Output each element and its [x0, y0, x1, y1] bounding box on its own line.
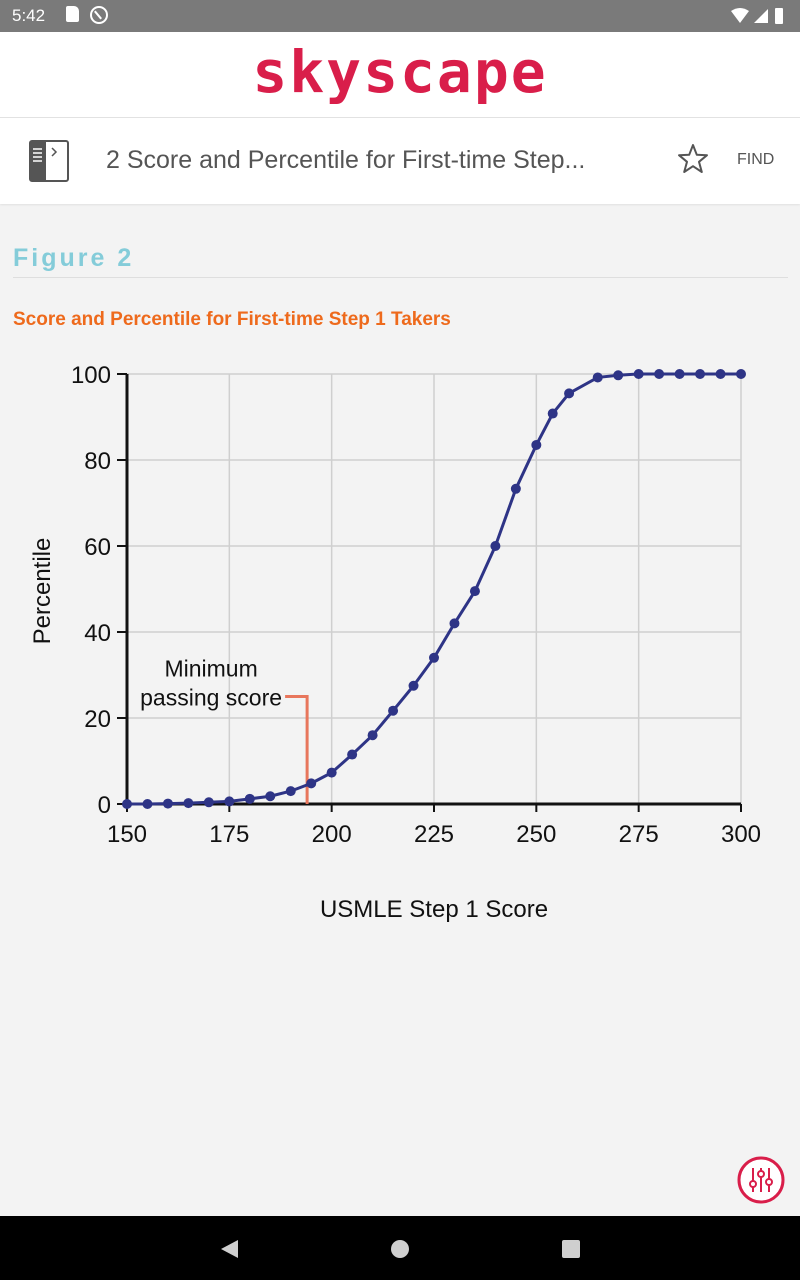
x-tick-label: 275 [619, 821, 659, 848]
chart-ticks: 150 175 200 225 250 275 300 0 20 40 60 80 100 [71, 362, 761, 848]
data-point [203, 797, 214, 808]
toc-button[interactable] [22, 138, 72, 184]
data-point [183, 798, 194, 809]
data-point [224, 796, 235, 807]
status-time: 5:42 [12, 6, 46, 25]
recents-icon [562, 1240, 580, 1258]
data-point [449, 618, 460, 629]
x-tick-label: 150 [107, 821, 147, 848]
data-point [547, 408, 558, 419]
data-point [326, 767, 337, 778]
y-tick-label: 100 [71, 362, 111, 389]
chart-annotation: Minimum passing score [140, 656, 309, 804]
figure-caption: Score and Percentile for First-time Step… [13, 309, 451, 330]
settings-fab-button[interactable] [736, 1155, 786, 1205]
data-point [490, 541, 501, 551]
figure-divider [13, 277, 788, 278]
sliders-icon [749, 1168, 773, 1192]
chart-grid [127, 373, 742, 804]
x-tick-label: 225 [414, 821, 454, 848]
chevron-right-icon [51, 147, 58, 157]
toolbar: 2 Score and Percentile for First-time St… [0, 118, 800, 204]
x-tick-label: 175 [209, 821, 249, 848]
status-bar: 5:42 [0, 0, 800, 32]
home-icon [391, 1240, 409, 1258]
data-point [306, 778, 317, 789]
wifi-icon [731, 8, 749, 23]
y-tick-label: 60 [84, 534, 111, 561]
y-tick-label: 0 [98, 792, 111, 819]
chart-series [122, 369, 746, 809]
sync-icon [90, 6, 108, 24]
sd-card-icon [66, 6, 79, 22]
data-point [469, 586, 480, 597]
y-axis-label: Percentile [29, 538, 56, 645]
data-point [347, 749, 358, 760]
y-tick-label: 20 [84, 706, 111, 733]
battery-icon [775, 8, 783, 24]
data-point [162, 798, 173, 809]
data-point [367, 730, 378, 741]
data-point [564, 388, 575, 399]
data-point [285, 786, 296, 797]
data-point [142, 799, 153, 809]
favorite-star-button[interactable] [676, 142, 710, 176]
system-nav-bar [0, 1216, 800, 1280]
x-tick-label: 200 [312, 821, 352, 848]
home-button[interactable] [389, 1238, 411, 1260]
data-point [654, 369, 665, 379]
annotation-label: Minimum [164, 656, 257, 682]
status-indicators-icon [731, 8, 783, 24]
annotation-label: passing score [140, 685, 282, 711]
percentile-chart: 150 175 200 225 250 275 300 0 20 40 60 80 100 Minimu… [29, 362, 761, 923]
y-tick-label: 80 [84, 448, 111, 475]
back-icon [221, 1240, 238, 1258]
data-point [695, 369, 706, 379]
data-point [633, 369, 644, 379]
data-point [388, 705, 399, 716]
x-axis-label: USMLE Step 1 Score [320, 896, 548, 923]
brand-logo: skyscape [252, 38, 548, 106]
data-point [531, 439, 542, 450]
recents-button[interactable] [560, 1238, 582, 1260]
figure-heading: Figure 2 [13, 244, 135, 272]
signal-icon [754, 9, 768, 23]
find-button[interactable]: FIND [737, 151, 775, 168]
data-point [429, 652, 439, 663]
content-area: Figure 2 Score and Percentile for First-… [0, 204, 800, 1216]
x-tick-label: 250 [516, 821, 556, 848]
data-point [265, 791, 276, 802]
data-point [122, 799, 132, 809]
data-point [510, 483, 521, 494]
data-point [715, 369, 726, 379]
data-point [736, 369, 746, 379]
annotation-leader-line [285, 695, 309, 804]
x-tick-label: 300 [721, 821, 761, 848]
brand-bar: skyscape [0, 32, 800, 118]
data-point [674, 369, 685, 379]
page-title: 2 Score and Percentile for First-time St… [106, 146, 586, 174]
back-button[interactable] [218, 1238, 240, 1260]
data-point [244, 793, 255, 804]
data-point [613, 370, 624, 381]
y-tick-label: 40 [84, 620, 111, 647]
star-icon [678, 144, 708, 173]
data-point [592, 372, 603, 383]
data-point [408, 680, 419, 691]
